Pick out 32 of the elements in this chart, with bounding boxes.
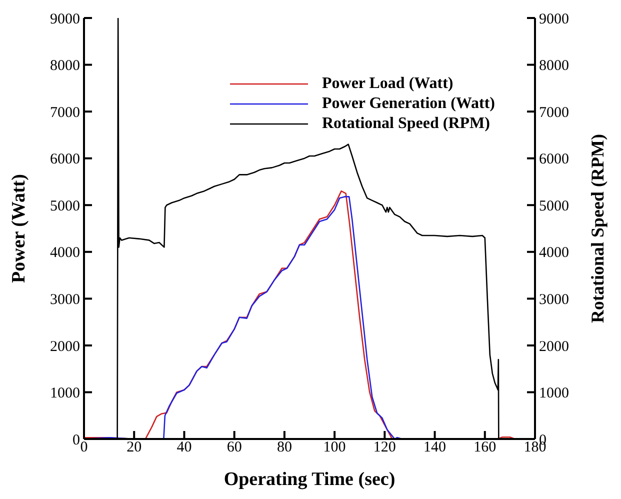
y2-tick-label: 2000 — [539, 338, 569, 355]
y2-tick-label: 4000 — [539, 245, 569, 262]
y2-tick-label: 1000 — [539, 386, 569, 402]
x-tick-label: 120 — [373, 440, 396, 456]
y2-tick-label: 3000 — [539, 292, 569, 308]
y-tick-label: 4000 — [50, 245, 80, 262]
x-tick-label: 80 — [276, 440, 292, 456]
y2-tick-label: 8000 — [539, 58, 569, 74]
y-tick-label: 2000 — [50, 338, 80, 355]
legend-label: Power Generation (Watt) — [322, 94, 495, 114]
y2-tick-label: 7000 — [539, 104, 569, 121]
y2-tick-label: 5000 — [539, 198, 569, 214]
x-tick-label: 100 — [323, 440, 346, 456]
x-tick-label: 20 — [126, 440, 142, 456]
y-tick-label: 5000 — [50, 198, 80, 214]
legend-label: Rotational Speed (RPM) — [322, 114, 490, 134]
y-tick-label: 6000 — [50, 152, 80, 168]
x-tick-label: 160 — [474, 440, 496, 456]
x-tick-label: 140 — [424, 440, 446, 456]
y-tick-label: 1000 — [50, 386, 80, 402]
x-tick-label: 40 — [176, 440, 192, 456]
legend-label: Power Load (Watt) — [322, 74, 454, 94]
y-tick-label: 3000 — [50, 292, 80, 308]
y2-axis-title: Rotational Speed (RPM) — [587, 134, 608, 323]
x-axis-title: Operating Time (sec) — [224, 469, 396, 490]
y-tick-label: 7000 — [50, 104, 80, 121]
y2-tick-label: 9000 — [539, 11, 569, 28]
y-tick-label: 9000 — [50, 11, 80, 28]
y-tick-label: 8000 — [50, 58, 80, 74]
x-tick-label: 60 — [226, 440, 242, 456]
y-axis-title: Power (Watt) — [8, 174, 30, 283]
y2-tick-label: 6000 — [539, 152, 569, 168]
